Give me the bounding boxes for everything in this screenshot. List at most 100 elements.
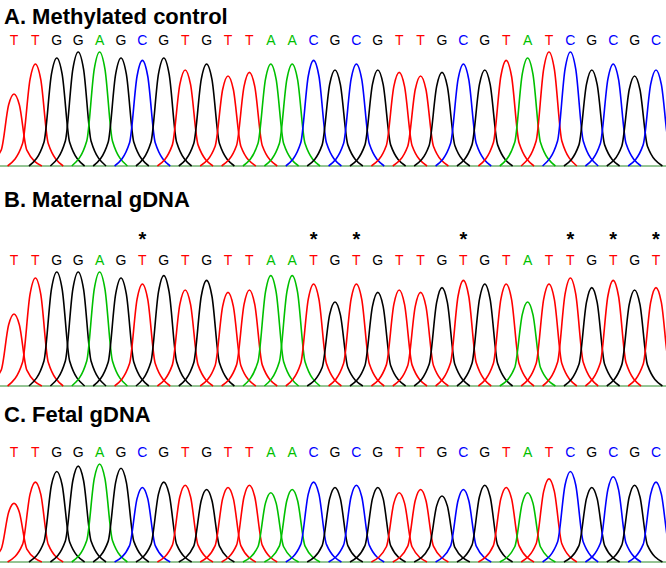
peak [264, 490, 320, 562]
peak [157, 485, 213, 562]
base-call: T [10, 444, 19, 460]
base-call: A [288, 32, 298, 48]
peak [93, 58, 149, 166]
peak [72, 52, 128, 166]
base-call: G [201, 252, 212, 268]
base-call: G [629, 252, 640, 268]
base-call: C [608, 444, 618, 460]
base-call: C [565, 32, 575, 48]
peak [585, 477, 641, 562]
peak [136, 482, 192, 562]
peak [543, 52, 599, 166]
peak [222, 290, 278, 386]
base-call: T [224, 252, 233, 268]
base-call: T [245, 252, 254, 268]
peak [329, 485, 385, 562]
base-call: T [416, 444, 425, 460]
peak [457, 485, 513, 562]
base-call: T [31, 252, 40, 268]
traces [0, 52, 666, 166]
base-call: T [10, 32, 19, 48]
base-call: G [437, 444, 448, 460]
peak [500, 302, 556, 386]
annotation: * [353, 228, 361, 250]
peak [393, 292, 449, 386]
peak [564, 487, 620, 562]
peak [478, 60, 534, 166]
base-call: C [651, 444, 661, 460]
peak [371, 72, 427, 166]
peak [136, 58, 192, 166]
base-call: A [288, 444, 298, 460]
base-call: T [309, 252, 318, 268]
traces [0, 464, 666, 562]
peak [350, 70, 406, 166]
peak [350, 292, 406, 386]
base-call: C [351, 32, 361, 48]
base-call: T [224, 444, 233, 460]
base-call: T [395, 252, 404, 268]
peak [200, 487, 256, 562]
peak [607, 290, 663, 386]
peak [607, 485, 663, 562]
base-call: C [458, 444, 468, 460]
peak [521, 479, 577, 562]
peak [157, 70, 213, 166]
base-call: C [137, 444, 147, 460]
base-call: G [51, 444, 62, 460]
base-call: T [181, 252, 190, 268]
base-call: T [545, 252, 554, 268]
base-call: C [309, 32, 319, 48]
base-call: G [372, 32, 383, 48]
peak [50, 466, 106, 562]
base-call: T [566, 252, 575, 268]
base-call: G [437, 32, 448, 48]
peak [93, 278, 149, 386]
peak [628, 70, 666, 166]
base-call: G [158, 444, 169, 460]
base-call: C [458, 32, 468, 48]
panel: A. Methylated controlTTGGAGCGTGTTAACGCGT… [0, 4, 666, 166]
base-call: T [181, 444, 190, 460]
annotation: * [310, 228, 318, 250]
base-call: C [137, 32, 147, 48]
base-call: G [330, 32, 341, 48]
peak [200, 292, 256, 386]
peak [436, 280, 492, 386]
base-call: A [523, 252, 533, 268]
base-call: G [51, 252, 62, 268]
base-call: T [352, 252, 361, 268]
annotation: * [652, 228, 660, 250]
base-call: G [51, 32, 62, 48]
baseline [0, 166, 666, 167]
peak [264, 64, 320, 166]
base-call: G [586, 252, 597, 268]
peak [628, 288, 666, 386]
peak [222, 72, 278, 166]
peak [436, 490, 492, 562]
base-call: G [116, 444, 127, 460]
base-call: T [545, 32, 554, 48]
peak [371, 493, 427, 562]
peak [307, 70, 363, 166]
base-call: G [116, 252, 127, 268]
base-call: A [266, 444, 276, 460]
base-call: T [31, 32, 40, 48]
baseline [0, 386, 666, 387]
peak [628, 482, 666, 562]
peak [29, 471, 85, 562]
base-call: G [330, 444, 341, 460]
peak [393, 490, 449, 562]
peak [307, 487, 363, 562]
peak [371, 290, 427, 386]
peak [200, 76, 256, 166]
peak [457, 70, 513, 166]
peak [115, 487, 171, 562]
base-call: G [629, 32, 640, 48]
base-call: C [651, 32, 661, 48]
annotation: * [567, 228, 575, 250]
base-call: G [330, 252, 341, 268]
peak [8, 482, 64, 562]
figure: A. Methylated controlTTGGAGCGTGTTAACGCGT… [0, 0, 666, 568]
peak [50, 52, 106, 166]
